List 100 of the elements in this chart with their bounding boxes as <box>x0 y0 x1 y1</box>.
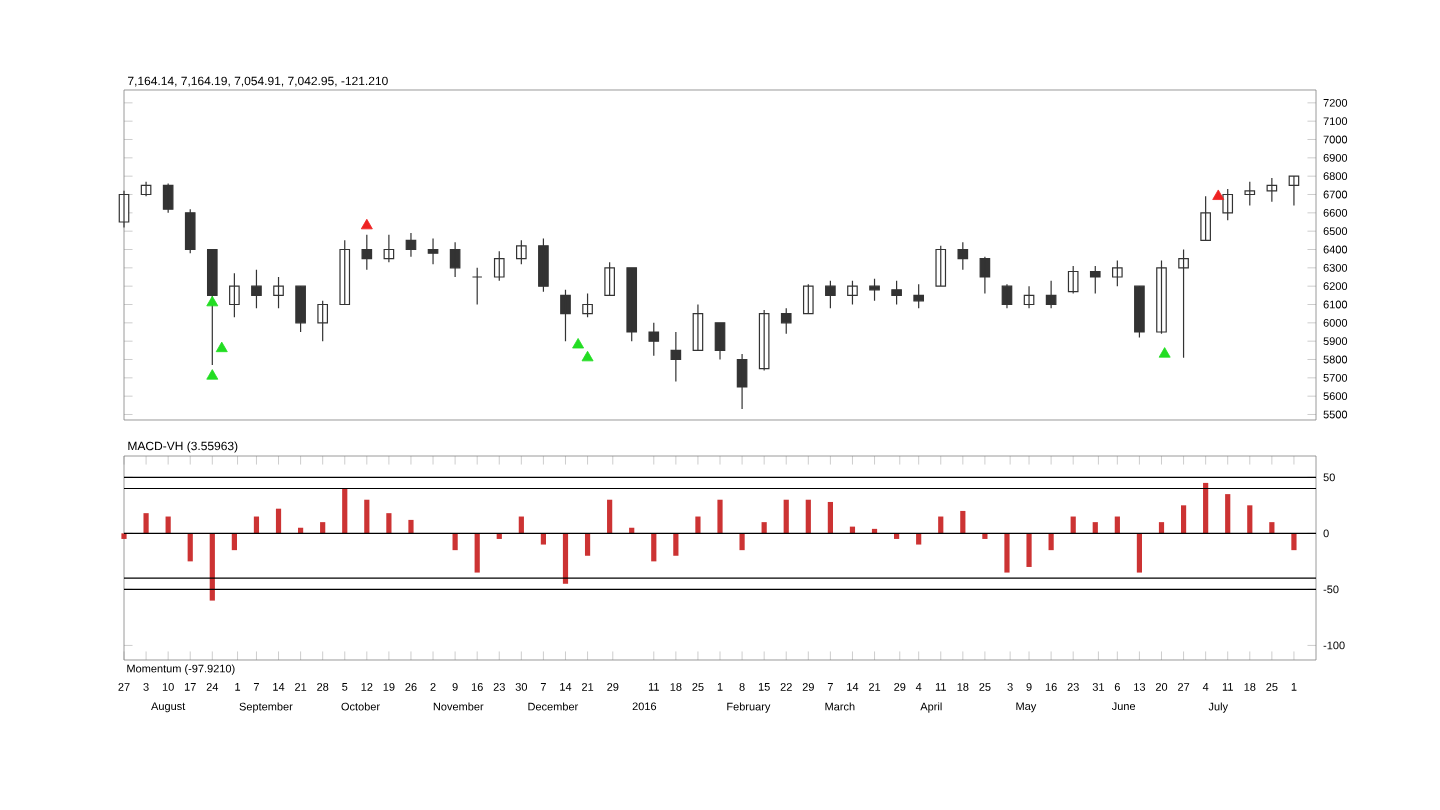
bar <box>165 516 171 534</box>
bar <box>805 499 811 534</box>
candlestick <box>670 331 682 383</box>
bar <box>1004 533 1010 573</box>
candlestick <box>317 300 329 342</box>
bar <box>916 533 922 545</box>
candlestick <box>140 181 152 197</box>
bar <box>1026 533 1032 567</box>
bar <box>474 533 480 573</box>
bar <box>231 533 237 551</box>
candlestick <box>449 241 461 278</box>
bar <box>209 533 215 601</box>
candlestick <box>780 307 792 335</box>
bar <box>761 522 767 534</box>
bar <box>651 533 657 562</box>
bar <box>960 510 966 534</box>
candlestick <box>1045 280 1057 309</box>
point <box>572 338 585 349</box>
candlestick <box>825 280 836 309</box>
candlestick <box>427 237 439 265</box>
candlestick <box>648 322 660 357</box>
point <box>206 369 219 380</box>
candlestick <box>736 353 748 410</box>
candlestick <box>758 309 770 372</box>
bar <box>1114 516 1120 534</box>
candlestick <box>538 237 549 293</box>
bar <box>1092 522 1098 534</box>
candlestick <box>273 276 284 309</box>
candlestick <box>582 292 593 318</box>
candlestick <box>229 272 240 318</box>
bar <box>1158 522 1165 534</box>
bar <box>518 516 524 534</box>
candlestick <box>560 289 571 342</box>
bar <box>607 499 613 534</box>
candlestick <box>626 267 638 342</box>
bar <box>408 519 414 534</box>
bar <box>275 508 282 534</box>
bar <box>827 501 833 534</box>
candlestick <box>162 182 174 214</box>
bar <box>1180 505 1187 534</box>
bar <box>584 533 591 556</box>
bar <box>1247 505 1253 534</box>
bar <box>1203 482 1209 534</box>
candlestick <box>1023 285 1035 309</box>
candlestick <box>1244 181 1256 207</box>
candlestick <box>339 239 351 306</box>
candlestick <box>1067 265 1079 295</box>
bar <box>187 533 193 562</box>
candlestick <box>847 280 858 306</box>
bar <box>562 533 569 584</box>
point <box>581 350 594 362</box>
bar <box>783 499 789 534</box>
candlestick <box>913 283 925 309</box>
candlestick <box>979 256 991 295</box>
point <box>215 341 228 353</box>
bar <box>739 533 745 551</box>
bar <box>938 516 944 534</box>
bar <box>1225 494 1231 534</box>
bar <box>320 522 326 534</box>
bar <box>452 533 458 551</box>
candlestick <box>1178 248 1189 359</box>
candlestick <box>516 239 527 265</box>
bar <box>540 533 547 545</box>
bar <box>253 516 260 534</box>
candlestick <box>471 267 483 306</box>
point <box>206 295 219 307</box>
candlestick <box>1089 265 1101 295</box>
candlestick <box>935 245 947 287</box>
candlestick <box>1288 175 1300 207</box>
bar <box>364 499 370 534</box>
bar <box>717 499 723 534</box>
bar <box>1070 516 1076 534</box>
candlestick <box>802 283 814 315</box>
bar <box>121 533 127 539</box>
candlestick <box>891 280 902 306</box>
candlestick <box>1200 195 1211 241</box>
candlestick <box>118 190 130 229</box>
candlestick <box>692 303 704 351</box>
candlestick <box>493 250 505 282</box>
bar <box>342 488 348 534</box>
candlestick <box>869 278 880 302</box>
point <box>1212 189 1225 200</box>
candlestick <box>1001 283 1013 309</box>
bar <box>695 516 701 534</box>
candlestick <box>383 234 395 263</box>
bar <box>1269 522 1275 534</box>
candlestick <box>1134 285 1145 339</box>
bar <box>386 513 392 534</box>
candlestick <box>405 232 417 258</box>
bar <box>1048 533 1054 551</box>
bar <box>1136 533 1143 573</box>
point <box>360 218 373 230</box>
candlestick <box>714 322 726 361</box>
bar <box>143 513 149 534</box>
candlestick <box>361 234 373 271</box>
candlestick <box>251 269 262 309</box>
candlestick <box>295 285 306 333</box>
candlestick <box>1112 259 1123 287</box>
candlestick <box>1266 177 1278 203</box>
bar <box>673 533 679 556</box>
